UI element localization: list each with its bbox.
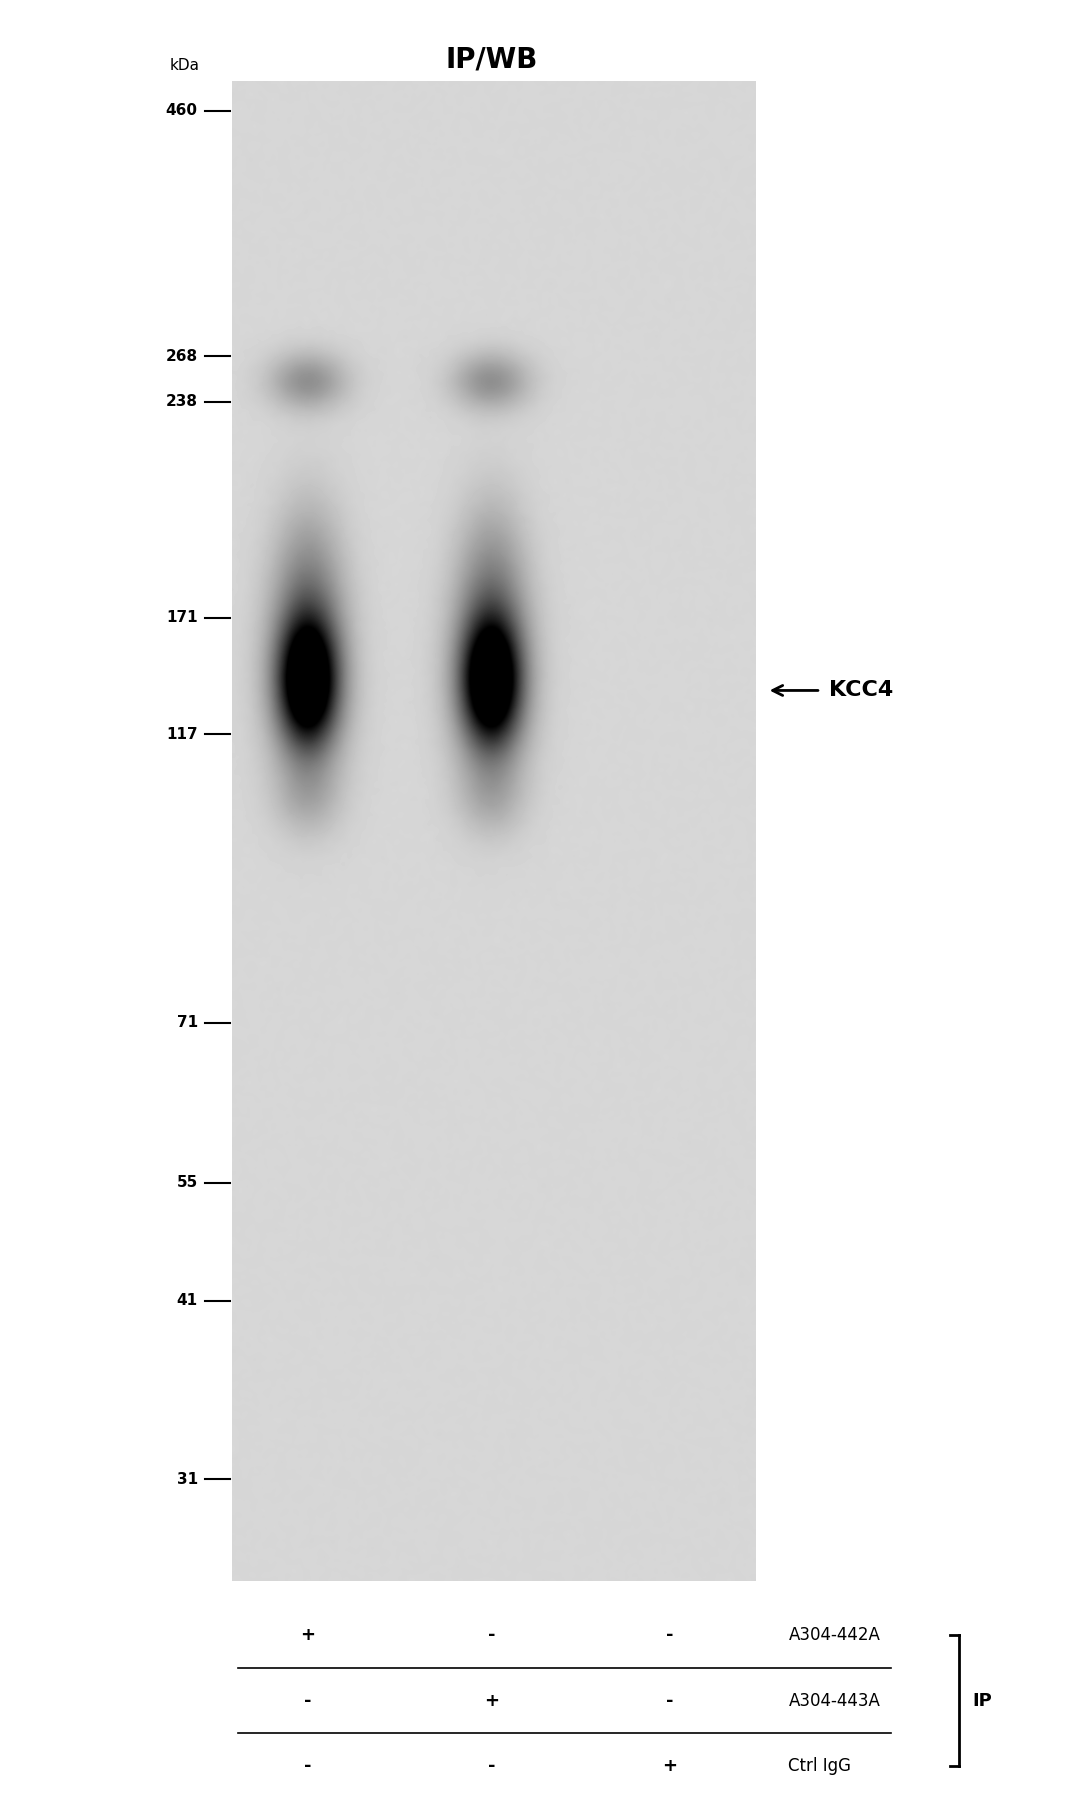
- Text: 41: 41: [176, 1294, 198, 1308]
- Text: -: -: [666, 1626, 673, 1644]
- Text: A304-443A: A304-443A: [788, 1692, 880, 1710]
- Text: 171: 171: [166, 611, 198, 625]
- Text: +: +: [662, 1757, 677, 1775]
- Text: KCC4: KCC4: [829, 680, 893, 701]
- Text: 117: 117: [166, 727, 198, 741]
- Text: A304-442A: A304-442A: [788, 1626, 880, 1644]
- Text: -: -: [305, 1757, 311, 1775]
- Text: IP/WB: IP/WB: [445, 45, 538, 73]
- Text: 268: 268: [165, 349, 198, 363]
- Text: -: -: [488, 1757, 495, 1775]
- Text: 238: 238: [165, 394, 198, 409]
- Text: 55: 55: [176, 1176, 198, 1190]
- Text: -: -: [305, 1692, 311, 1710]
- Text: 71: 71: [176, 1016, 198, 1030]
- Text: +: +: [484, 1692, 499, 1710]
- Text: +: +: [300, 1626, 315, 1644]
- Text: kDa: kDa: [170, 58, 200, 73]
- Text: IP: IP: [972, 1692, 991, 1710]
- Text: -: -: [488, 1626, 495, 1644]
- Text: 31: 31: [176, 1472, 198, 1486]
- Text: 460: 460: [165, 104, 198, 118]
- Text: Ctrl IgG: Ctrl IgG: [788, 1757, 851, 1775]
- Text: -: -: [666, 1692, 673, 1710]
- Bar: [232, 82, 756, 1581]
